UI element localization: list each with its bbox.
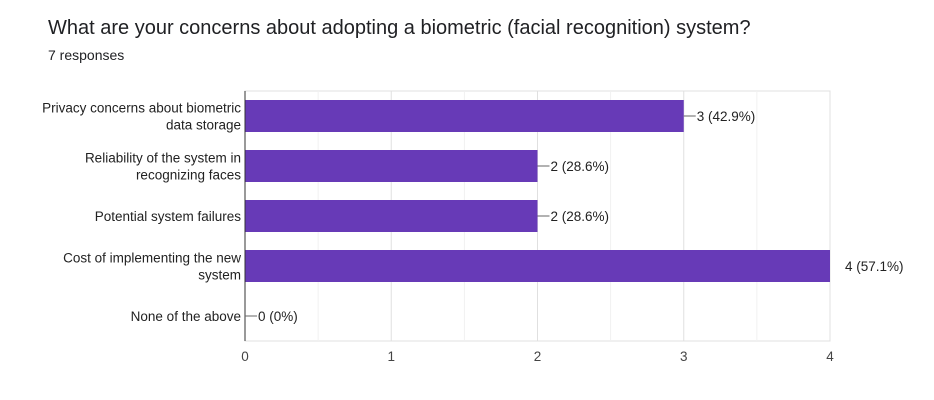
x-tick-label: 1	[387, 349, 395, 364]
labels: 0 1 2 3 4 Privacy concerns about biometric dat…	[42, 101, 903, 365]
response-count: 7 responses	[48, 47, 125, 63]
category-label: Reliability of the system in	[85, 151, 241, 166]
question-title: What are your concerns about adopting a …	[48, 17, 751, 39]
bar[interactable]	[245, 100, 684, 132]
data-label: 2 (28.6%)	[551, 159, 610, 174]
data-label: 2 (28.6%)	[551, 209, 610, 224]
x-tick-label: 4	[826, 349, 834, 364]
data-label: 4 (57.1%)	[845, 259, 904, 274]
x-tick-label: 3	[680, 349, 688, 364]
x-tick-label: 0	[241, 349, 249, 364]
x-tick-label: 2	[534, 349, 542, 364]
category-label: None of the above	[131, 309, 241, 324]
bar[interactable]	[245, 150, 538, 182]
bar[interactable]	[245, 250, 830, 282]
category-label: Privacy concerns about biometric	[42, 101, 241, 116]
category-label: system	[198, 268, 241, 283]
category-label: data storage	[166, 118, 241, 133]
data-label: 3 (42.9%)	[697, 109, 756, 124]
category-label: recognizing faces	[136, 168, 241, 183]
bars	[245, 100, 830, 282]
bar[interactable]	[245, 200, 538, 232]
category-label: Potential system failures	[95, 209, 242, 224]
category-label: Cost of implementing the new	[63, 251, 241, 266]
data-label: 0 (0%)	[258, 309, 298, 324]
